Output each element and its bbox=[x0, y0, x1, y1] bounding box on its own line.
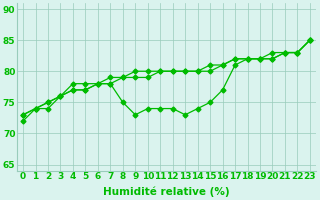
X-axis label: Humidité relative (%): Humidité relative (%) bbox=[103, 187, 230, 197]
